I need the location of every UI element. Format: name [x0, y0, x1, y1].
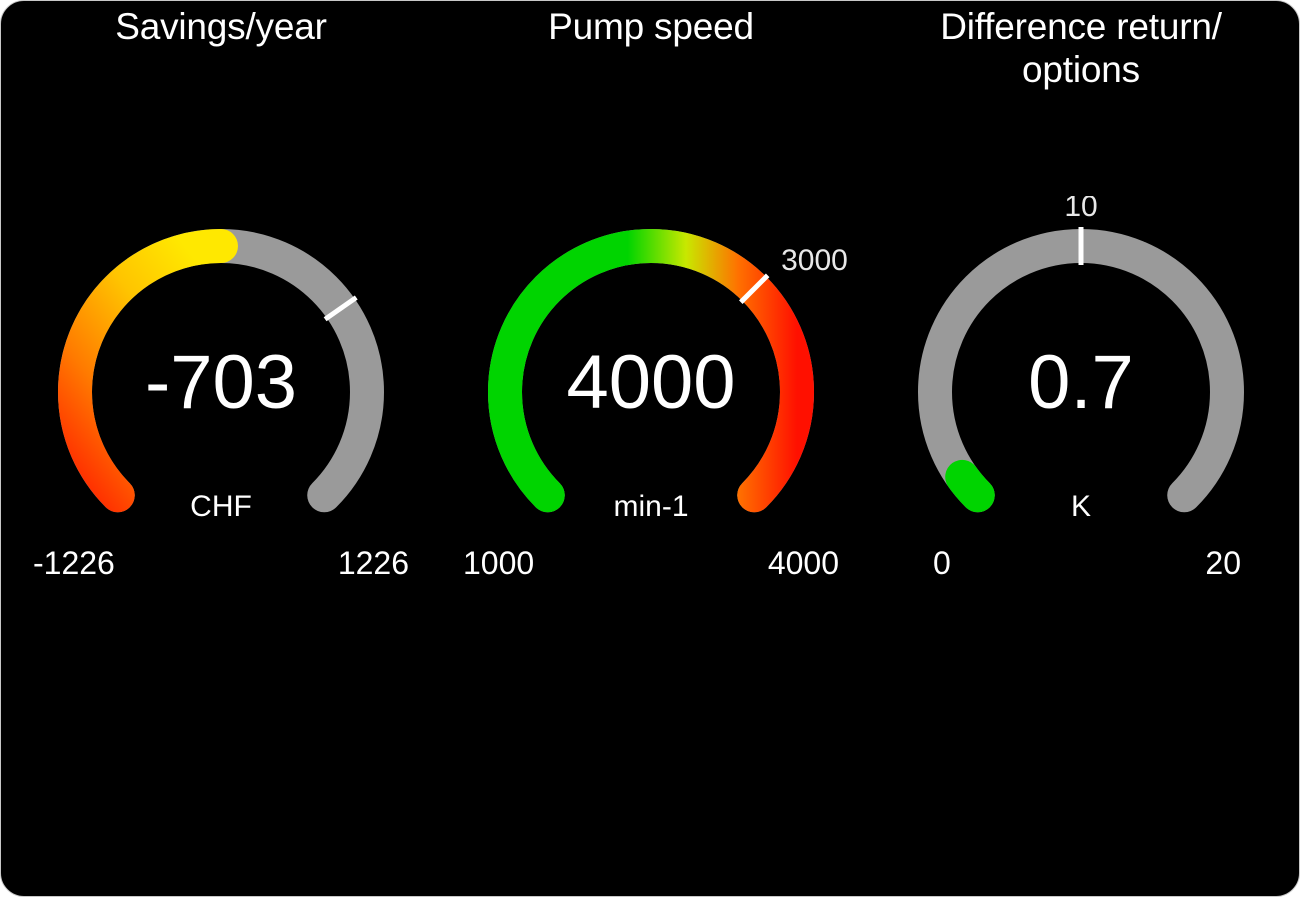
gauge-value-band-2	[945, 459, 995, 513]
gauge-svg-1: 3000 4000 min-1 1000 4000	[463, 229, 848, 581]
gauge-threshold-label-2: 10	[1064, 196, 1097, 223]
gauge-value-1: 4000	[566, 340, 735, 425]
gauge-row: Savings/year	[1, 1, 1299, 681]
gauge-value-0: -703	[145, 340, 297, 425]
gauge-card-difference-return-options[interactable]: Difference return/ options 10 0.7	[871, 1, 1291, 661]
gauge-title-0: Savings/year	[115, 6, 327, 47]
gauge-min-label-0: -1226	[33, 545, 115, 581]
gauge-unit-0: CHF	[190, 490, 252, 523]
gauge-svg-0: -703 CHF -1226 1226	[33, 229, 409, 581]
gauge-max-label-2: 20	[1205, 545, 1241, 581]
gauge-value-band-0	[58, 229, 238, 513]
gauge-graphic-1[interactable]: 3000 4000 min-1 1000 4000	[441, 196, 861, 626]
gauge-min-label-1: 1000	[463, 545, 534, 581]
gauge-value-2: 0.7	[1028, 340, 1134, 425]
gauge-threshold-label-1: 3000	[781, 244, 848, 277]
gauge-min-label-2: 0	[933, 545, 951, 581]
gauge-title-2-line-2: options	[1022, 49, 1140, 91]
gauge-threshold-tick-1	[739, 273, 770, 304]
gauge-title-2: Difference return/ options	[871, 5, 1291, 92]
gauge-card-savings-per-year[interactable]: Savings/year	[11, 1, 431, 661]
gauge-max-label-0: 1226	[338, 545, 409, 581]
gauge-unit-1: min-1	[613, 490, 688, 523]
gauge-title-1: Pump speed	[548, 6, 754, 47]
gauge-svg-2: 10 0.7 K 0 20	[918, 196, 1244, 581]
gauge-graphic-0[interactable]: -703 CHF -1226 1226	[11, 196, 431, 626]
gauge-value-band-1	[488, 229, 814, 513]
gauge-unit-2: K	[1071, 490, 1091, 523]
gauge-graphic-2[interactable]: 10 0.7 K 0 20	[871, 196, 1291, 626]
gauge-title-2-line-1: Difference return/	[940, 6, 1222, 47]
gauge-card-pump-speed[interactable]: Pump speed 3000	[441, 1, 861, 661]
gauge-max-label-1: 4000	[768, 545, 839, 581]
gauge-threshold-tick-0	[323, 295, 358, 322]
